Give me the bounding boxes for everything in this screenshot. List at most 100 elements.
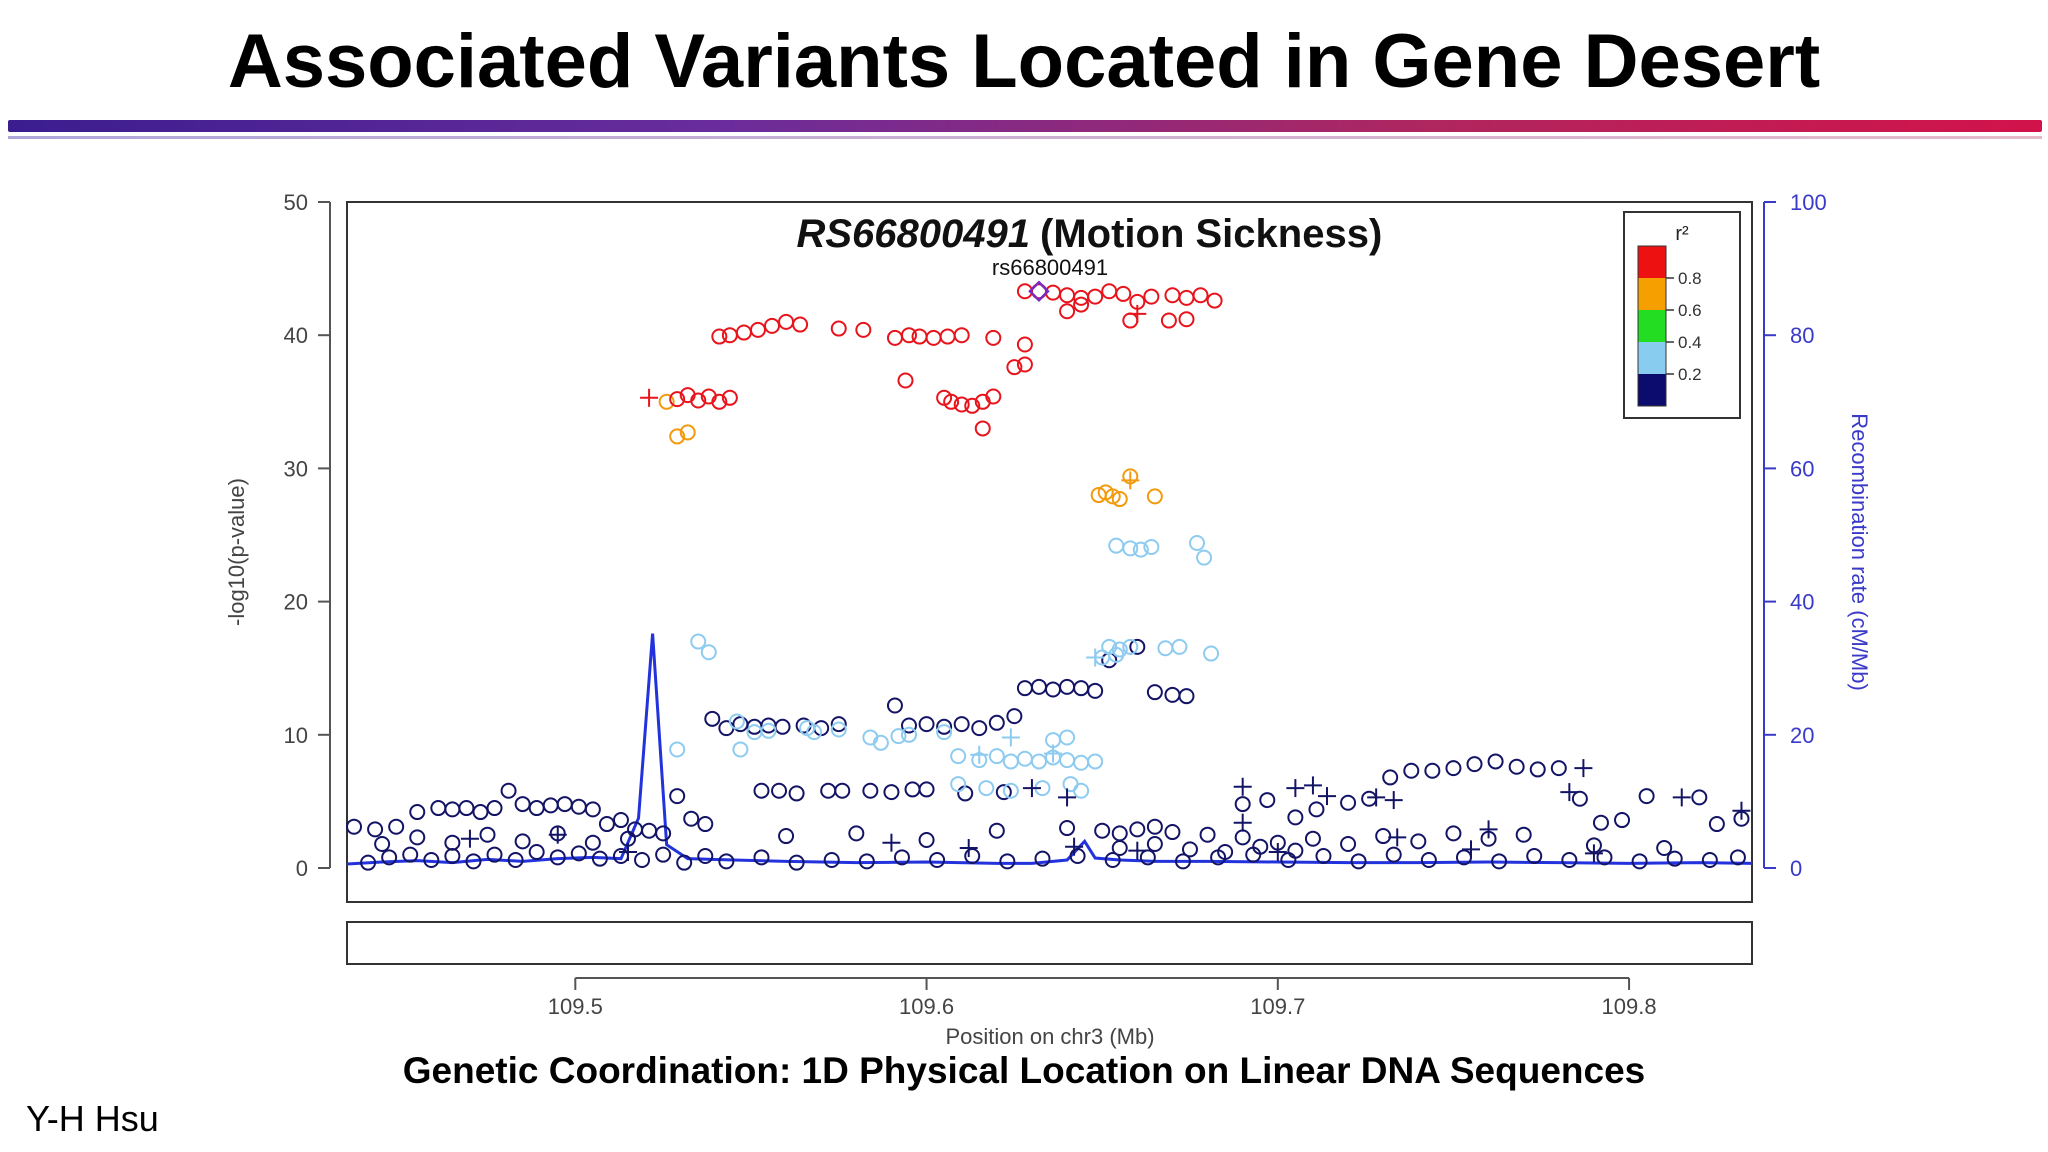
- lead-snp-marker: [1028, 280, 1050, 303]
- snp-cross: [1001, 728, 1020, 747]
- snp-point: [1487, 753, 1504, 770]
- snp-point: [612, 812, 629, 829]
- snp-point: [964, 848, 981, 865]
- snp-point: [749, 321, 766, 338]
- snp-cross: [1058, 788, 1077, 807]
- snp-point: [1174, 853, 1191, 870]
- recombination-rate-line: [346, 633, 1753, 866]
- snp-point: [890, 728, 907, 745]
- snp-point: [1178, 289, 1195, 306]
- snp-point: [486, 800, 503, 817]
- snp-point: [971, 720, 988, 737]
- snp-point: [1196, 549, 1213, 566]
- snp-point: [1164, 824, 1181, 841]
- x-tick-label: 109.7: [1250, 994, 1305, 1019]
- snp-point: [542, 797, 559, 814]
- snp-point: [409, 804, 426, 821]
- snp-point: [1062, 776, 1079, 793]
- snp-point: [658, 393, 675, 410]
- snp-point: [1178, 311, 1195, 328]
- snp-point: [423, 852, 440, 869]
- snp-point: [950, 776, 967, 793]
- snp-point: [584, 801, 601, 818]
- snp-point: [1073, 754, 1090, 771]
- snp-point: [1146, 818, 1163, 835]
- snp-point: [711, 393, 728, 410]
- snp-point: [1340, 794, 1357, 811]
- snp-point: [1108, 537, 1125, 554]
- snp-point: [728, 713, 745, 730]
- snp-point: [1631, 853, 1648, 870]
- snp-point: [1217, 844, 1234, 861]
- snp-point: [918, 832, 935, 849]
- snp-cross: [1086, 648, 1105, 667]
- y2-axis-label: Recombination rate (cM/Mb): [1847, 413, 1872, 691]
- snp-point: [974, 420, 991, 437]
- snp-point: [957, 785, 974, 802]
- snp-point: [430, 800, 447, 817]
- snp-point: [556, 796, 573, 813]
- snp-point: [528, 800, 545, 817]
- snp-point: [381, 849, 398, 866]
- snp-point: [950, 748, 967, 765]
- legend-swatch: [1638, 278, 1666, 310]
- snp-point: [1139, 849, 1156, 866]
- snp-point: [367, 821, 384, 838]
- snp-point: [999, 853, 1016, 870]
- snp-point: [830, 716, 847, 733]
- y-tick-label: 50: [284, 190, 308, 215]
- snp-point: [1445, 760, 1462, 777]
- snp-point: [570, 798, 587, 815]
- snp-point: [855, 321, 872, 338]
- snp-point: [1385, 846, 1402, 863]
- snp-point: [806, 724, 823, 741]
- snp-point: [918, 716, 935, 733]
- snp-point: [901, 717, 917, 734]
- snp-point: [918, 781, 935, 798]
- x-tick-label: 109.8: [1602, 994, 1657, 1019]
- snp-point: [1132, 541, 1149, 558]
- snp-point: [953, 716, 970, 733]
- snp-point: [897, 372, 914, 389]
- snp-point: [549, 849, 566, 866]
- snp-point: [1164, 287, 1181, 304]
- legend-swatch-frame: [1637, 245, 1667, 407]
- chart-title: RS66800491: [796, 212, 1030, 256]
- snp-point: [1059, 303, 1076, 320]
- snp-point: [486, 846, 503, 863]
- snp-point: [570, 845, 587, 862]
- snp-cross: [970, 745, 989, 764]
- snp-point: [1157, 640, 1174, 657]
- snp-point: [655, 825, 672, 842]
- snp-point: [1030, 753, 1047, 770]
- y2-tick-label: 100: [1790, 190, 1827, 215]
- y-tick-label: 10: [284, 723, 308, 748]
- snp-point: [1073, 782, 1090, 799]
- snp-cross: [1121, 471, 1140, 490]
- snp-cross: [1268, 843, 1287, 862]
- snp-cross: [640, 388, 659, 407]
- snp-cross: [959, 839, 978, 858]
- snp-point: [1059, 287, 1076, 304]
- snp-point: [1199, 826, 1216, 843]
- snp-cross: [1388, 828, 1407, 847]
- snp-cross: [619, 843, 637, 862]
- plot-frame: [346, 201, 1753, 903]
- snp-point: [788, 854, 805, 871]
- snp-point: [939, 328, 956, 345]
- snp-point: [1182, 841, 1198, 858]
- snp-point: [1491, 853, 1508, 870]
- snp-point: [988, 748, 1005, 765]
- snp-point: [1030, 678, 1047, 695]
- snp-point: [943, 393, 960, 410]
- legend-label: 0.4: [1678, 333, 1702, 352]
- snp-point: [1259, 792, 1276, 809]
- snp-point: [862, 782, 879, 799]
- snp-point: [1691, 789, 1708, 806]
- snp-cross: [460, 829, 479, 848]
- snp-point: [507, 852, 524, 869]
- snp-point: [1016, 336, 1033, 353]
- legend-label: 0.6: [1678, 301, 1702, 320]
- snp-point: [764, 317, 781, 334]
- snp-point: [721, 327, 738, 344]
